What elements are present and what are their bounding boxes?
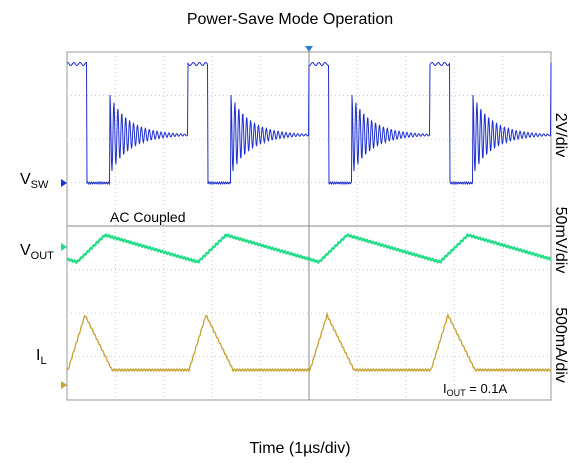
scale-label: 2V/div bbox=[552, 113, 569, 157]
channel-labels: VSW VOUT IL bbox=[20, 171, 54, 367]
scale-labels: 2V/div 50mV/div 500mA/div bbox=[552, 113, 569, 383]
annotation: IOUT = 0.1A bbox=[443, 381, 508, 398]
label-main: I bbox=[443, 381, 447, 396]
il-trace bbox=[66, 311, 552, 373]
label-sub: OUT bbox=[31, 250, 55, 262]
channel-label: VSW bbox=[20, 171, 49, 191]
vout-trace bbox=[66, 232, 552, 264]
label-sub: OUT bbox=[447, 388, 467, 398]
channel-marker bbox=[61, 243, 67, 251]
scale-label: 500mA/div bbox=[552, 307, 569, 383]
trigger-marker bbox=[305, 46, 313, 52]
channel-marker bbox=[61, 381, 67, 389]
annotation: AC Coupled bbox=[110, 209, 186, 225]
channel-label: IL bbox=[36, 347, 47, 367]
label-sub: SW bbox=[31, 179, 49, 191]
label-rest: = 0.1A bbox=[466, 381, 508, 396]
chart-title: Power-Save Mode Operation bbox=[187, 11, 393, 28]
waveforms bbox=[61, 61, 552, 389]
x-axis-label: Time (1µs/div) bbox=[249, 440, 350, 457]
label-main: I bbox=[36, 347, 40, 364]
vsw-trace bbox=[66, 61, 552, 186]
channel-label: VOUT bbox=[20, 242, 54, 262]
label-main: V bbox=[20, 242, 31, 259]
label-main: V bbox=[20, 171, 31, 188]
channel-marker bbox=[61, 179, 67, 187]
label-sub: L bbox=[40, 355, 46, 367]
scale-label: 50mV/div bbox=[552, 207, 569, 274]
